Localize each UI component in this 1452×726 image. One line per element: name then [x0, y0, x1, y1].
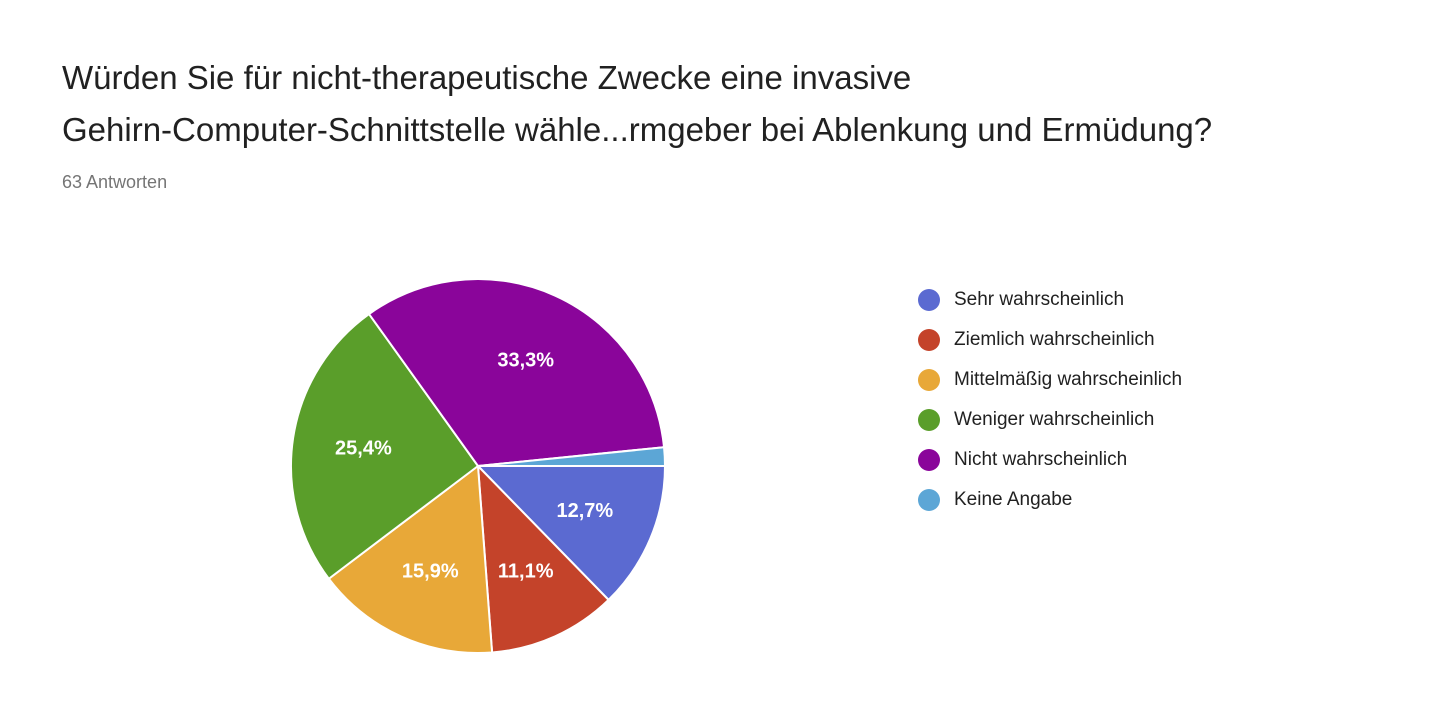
pie-data-label-1: 12,7% [556, 500, 613, 522]
legend-label: Mittelmäßig wahrscheinlich [954, 369, 1183, 390]
legend-label: Ziemlich wahrscheinlich [954, 329, 1155, 350]
pie-slice-2 [476, 463, 610, 654]
legend-item: Weniger wahrscheinlich [918, 400, 1182, 440]
legend-swatch [918, 329, 940, 351]
legend-label: Sehr wahrscheinlich [954, 289, 1125, 310]
chart-title-line-2: Gehirn-Computer-Schnittstelle wähle...rm… [62, 111, 1213, 148]
legend-swatch [918, 289, 940, 311]
response-count: 63 Antworten [62, 172, 168, 192]
pie-data-label-5: 33,3% [497, 349, 554, 371]
legend-item: Keine Angabe [918, 480, 1182, 520]
chart-title: Würden Sie für nicht-therapeutische Zwec… [62, 52, 1432, 156]
pie-slice-6 [477, 446, 667, 467]
legend-label: Weniger wahrscheinlich [954, 409, 1155, 430]
legend-label: Nicht wahrscheinlich [954, 449, 1128, 470]
legend-item: Mittelmäßig wahrscheinlich [918, 360, 1182, 400]
legend-swatch [918, 369, 940, 391]
legend-swatch [918, 409, 940, 431]
pie-data-label-3: 15,9% [402, 561, 459, 583]
legend-item: Sehr wahrscheinlich [918, 280, 1182, 320]
chart-title-line-1: Würden Sie für nicht-therapeutische Zwec… [62, 59, 912, 96]
chart-legend: Sehr wahrscheinlich Ziemlich wahrscheinli… [918, 280, 1182, 520]
pie-data-label-4: 25,4% [335, 438, 392, 460]
pie-slice-4 [290, 312, 480, 581]
legend-swatch [918, 449, 940, 471]
legend-item: Ziemlich wahrscheinlich [918, 320, 1182, 360]
pie-slice-3 [327, 464, 494, 654]
legend-item: Nicht wahrscheinlich [918, 440, 1182, 480]
pie-slice-5 [367, 278, 666, 468]
pie-data-label-2: 11,1% [498, 561, 554, 583]
legend-label: Keine Angabe [954, 489, 1073, 510]
pie-slice-1 [475, 465, 667, 602]
legend-swatch [918, 489, 940, 511]
